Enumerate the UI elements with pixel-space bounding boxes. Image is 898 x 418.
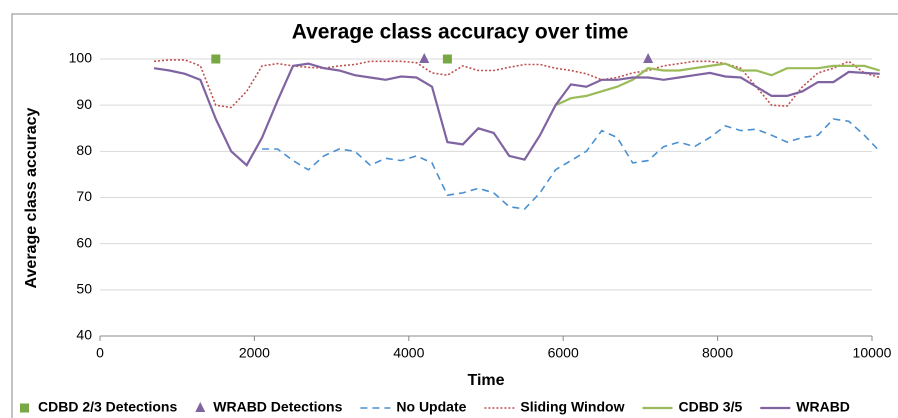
y-tick-label: 50: [76, 281, 92, 297]
legend-label: No Update: [396, 399, 466, 415]
x-tick-label: 8000: [702, 345, 733, 361]
legend-symbol: [20, 403, 29, 413]
detection-marker: [643, 53, 654, 63]
legend-label: WRABD: [796, 399, 850, 415]
detection-marker: [442, 54, 452, 64]
series-line: [153, 59, 880, 109]
x-axis-label: Time: [467, 372, 504, 389]
y-axis-label: Average class accuracy: [23, 107, 40, 288]
detection-marker: [419, 53, 430, 63]
y-tick-label: 70: [76, 188, 92, 204]
y-tick-label: 100: [69, 50, 93, 66]
x-tick-label: 0: [96, 345, 104, 361]
legend-label: CDBD 3/5: [678, 399, 742, 415]
series-line: [555, 62, 881, 107]
x-tick-label: 10000: [853, 345, 892, 361]
series-line: [262, 118, 881, 210]
x-tick-label: 2000: [239, 345, 270, 361]
y-tick-label: 40: [76, 327, 92, 343]
legend-symbol: [195, 402, 206, 412]
legend-label: Sliding Window: [520, 399, 624, 415]
y-tick-label: 60: [76, 234, 92, 250]
legend-label: CDBD 2/3 Detections: [38, 399, 177, 415]
chart-frame: [11, 13, 898, 418]
x-tick-label: 6000: [548, 345, 579, 361]
x-tick-label: 4000: [393, 345, 424, 361]
y-tick-label: 80: [76, 142, 92, 158]
y-tick-label: 90: [76, 96, 92, 112]
legend-label: WRABD Detections: [213, 399, 342, 415]
chart-title: Average class accuracy over time: [292, 21, 629, 44]
detection-marker: [211, 54, 221, 64]
series-line: [153, 62, 880, 167]
